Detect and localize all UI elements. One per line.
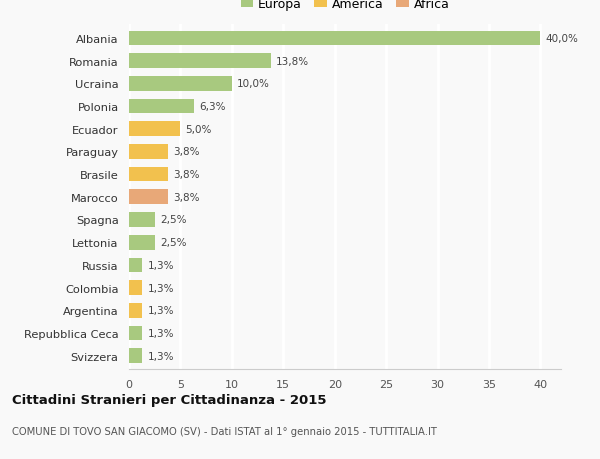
Text: 5,0%: 5,0% xyxy=(185,124,212,134)
Text: 40,0%: 40,0% xyxy=(545,34,578,44)
Text: 1,3%: 1,3% xyxy=(148,328,174,338)
Text: 3,8%: 3,8% xyxy=(173,170,200,180)
Text: Cittadini Stranieri per Cittadinanza - 2015: Cittadini Stranieri per Cittadinanza - 2… xyxy=(12,393,326,406)
Bar xyxy=(129,258,142,273)
Bar xyxy=(129,145,168,159)
Text: 3,8%: 3,8% xyxy=(173,147,200,157)
Bar xyxy=(129,348,142,363)
Text: 13,8%: 13,8% xyxy=(276,56,309,67)
Bar xyxy=(129,280,142,295)
Bar xyxy=(129,168,168,182)
Text: 1,3%: 1,3% xyxy=(148,260,174,270)
Bar xyxy=(129,326,142,341)
Bar xyxy=(129,235,155,250)
Text: 3,8%: 3,8% xyxy=(173,192,200,202)
Legend: Europa, America, Africa: Europa, America, Africa xyxy=(235,0,455,16)
Text: 2,5%: 2,5% xyxy=(160,238,187,248)
Bar xyxy=(129,100,194,114)
Bar xyxy=(129,77,232,91)
Text: 6,3%: 6,3% xyxy=(199,102,226,112)
Text: 10,0%: 10,0% xyxy=(237,79,270,89)
Text: 2,5%: 2,5% xyxy=(160,215,187,225)
Text: 1,3%: 1,3% xyxy=(148,306,174,316)
Bar xyxy=(129,213,155,227)
Bar xyxy=(129,32,541,46)
Bar xyxy=(129,54,271,69)
Text: 1,3%: 1,3% xyxy=(148,351,174,361)
Text: COMUNE DI TOVO SAN GIACOMO (SV) - Dati ISTAT al 1° gennaio 2015 - TUTTITALIA.IT: COMUNE DI TOVO SAN GIACOMO (SV) - Dati I… xyxy=(12,426,437,436)
Bar xyxy=(129,190,168,205)
Bar xyxy=(129,122,181,137)
Text: 1,3%: 1,3% xyxy=(148,283,174,293)
Bar xyxy=(129,303,142,318)
